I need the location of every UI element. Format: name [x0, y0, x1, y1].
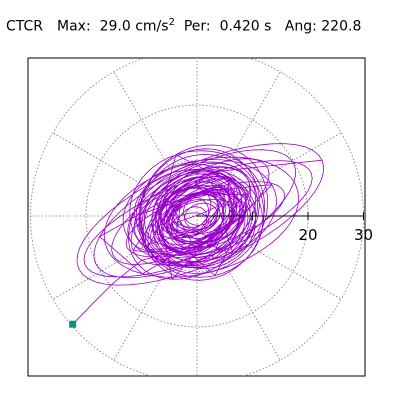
grid-spoke-30 [244, 132, 342, 189]
grid-spoke-60 [224, 71, 281, 169]
max-value: 29.0 [99, 18, 131, 35]
grid-spoke-330 [244, 243, 342, 300]
grid-spoke-300 [224, 263, 281, 361]
orbit-path [72, 143, 325, 325]
chart-header: CTCR Max: 29.0 cm/s2 Per: 0.420 s Ang: 22… [6, 17, 361, 35]
radial-axis: 20 30 [197, 212, 373, 244]
radial-tick-label-20: 20 [298, 226, 317, 244]
radial-tick-label-30: 30 [354, 226, 373, 244]
angle-value: 220.8 [321, 18, 362, 35]
max-label: Max: [57, 18, 91, 35]
end-point-marker [69, 320, 77, 328]
angle-label: Ang: [284, 18, 317, 35]
max-unit: cm/s [135, 18, 169, 35]
orbit-trace [69, 143, 325, 328]
station-code: CTCR [6, 18, 44, 35]
max-unit-exponent: 2 [168, 17, 175, 28]
grid-spoke-120 [113, 71, 170, 169]
period-label: Per: [183, 18, 211, 35]
plot-frame [27, 57, 366, 377]
grid-spoke-150 [52, 132, 150, 189]
period-value: 0.420 s [219, 18, 272, 35]
